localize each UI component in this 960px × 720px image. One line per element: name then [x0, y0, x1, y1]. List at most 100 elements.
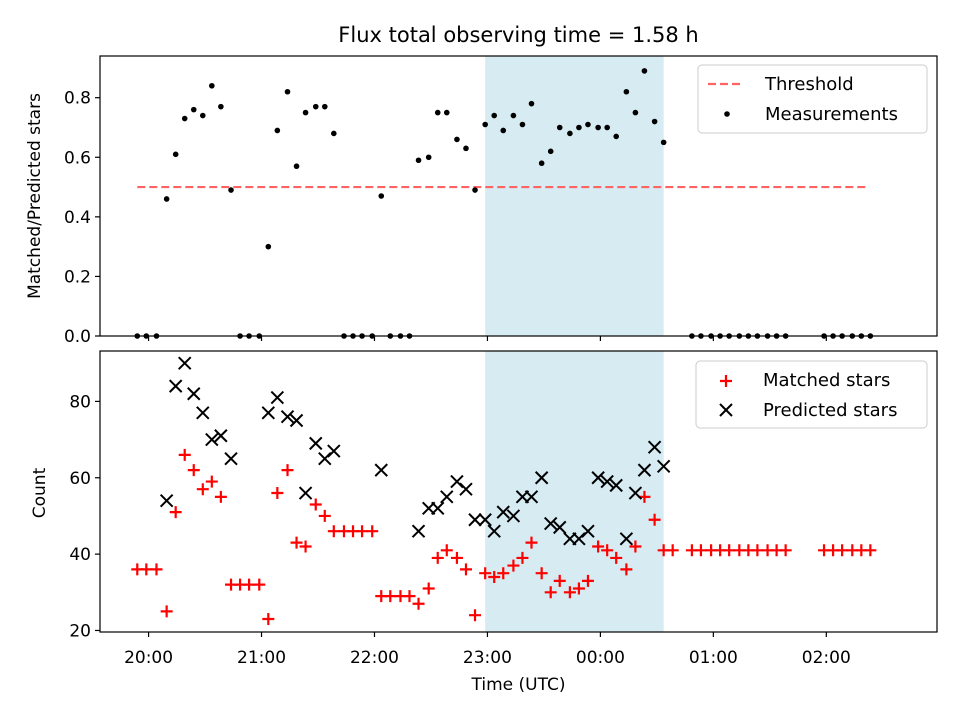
x-tick-label: 21:00 [237, 648, 286, 668]
matched-star-marker [178, 448, 191, 461]
top-axes-frame [99, 55, 938, 337]
matched-star-marker [281, 464, 294, 477]
predicted-star-marker [524, 490, 539, 504]
matched-star-marker [271, 487, 284, 500]
predicted-star-marker [298, 486, 313, 500]
measurement-point [519, 121, 526, 128]
predicted-star-marker [187, 387, 201, 401]
matched-star-marker [187, 464, 200, 477]
matched-star-marker [694, 544, 707, 557]
predicted-star-marker [647, 440, 662, 454]
matched-star-marker [544, 586, 557, 599]
top-y-tick-label: 0.6 [64, 148, 91, 168]
predicted-star-marker [280, 409, 295, 424]
bottom-x-ticks: 20:00 21:00 22:00 23:00 00:00 01:00 02:00 [124, 632, 851, 668]
predicted-star-marker [619, 532, 634, 546]
measurements-legend-label: Measurements [765, 104, 898, 125]
measurement-point [482, 121, 488, 128]
predicted-star-marker [543, 516, 558, 531]
predicted-star-marker [496, 505, 510, 519]
measurement-point [547, 148, 554, 155]
matched-star-marker [666, 544, 679, 557]
matched-star-marker [479, 567, 492, 580]
bottom-legend: Matched stars Predicted stars [695, 360, 928, 429]
bottom-y-ticks: 20 40 60 80 [69, 392, 100, 641]
matched-star-marker [150, 563, 163, 576]
matched-star-marker [553, 574, 566, 587]
matched-star-marker [243, 578, 256, 591]
matched-star-marker [403, 590, 416, 603]
chart-title: Flux total observing time = 1.58 h [338, 23, 698, 47]
measurement-point [500, 127, 507, 134]
top-y-ticks: 0.0 0.2 0.4 0.6 0.8 [64, 89, 100, 347]
matched-star-marker [318, 509, 331, 522]
matched-star-marker [459, 563, 472, 576]
bottom-legend-box [695, 360, 928, 429]
measurement-point [181, 115, 188, 122]
matched-star-marker [535, 567, 548, 580]
matched-star-marker [610, 551, 623, 564]
predicted-star-marker [159, 493, 174, 508]
bottom-y-tick-label: 20 [69, 621, 91, 641]
top-plot-area: 0.0 0.2 0.4 0.6 0.8 Threshold Measurements [64, 55, 938, 347]
matched-star-marker [592, 540, 605, 553]
predicted-star-marker [168, 379, 183, 393]
measurement-point [538, 160, 545, 167]
measurement-point [209, 82, 215, 89]
measurement-point [641, 68, 648, 74]
matched-star-marker [356, 525, 369, 538]
top-legend: Threshold Measurements [697, 64, 928, 134]
measurement-point [284, 88, 291, 95]
predicted-star-marker [289, 413, 304, 428]
measurement-point [434, 109, 441, 116]
matched-star-marker [572, 582, 585, 595]
predicted-star-marker [178, 356, 192, 370]
x-tick-label: 22:00 [350, 648, 399, 668]
predicted-star-marker [656, 459, 671, 474]
matched-star-marker [497, 567, 510, 580]
matched-star-marker [563, 586, 576, 599]
measurement-point [567, 130, 573, 137]
predicted-star-marker [487, 524, 501, 538]
measurement-point [172, 151, 179, 158]
bottom-axes-frame [99, 350, 938, 633]
predicted-star-marker [309, 436, 323, 451]
matched-star-marker [601, 544, 614, 557]
top-y-tick-label: 0.8 [64, 89, 91, 109]
predicted-star-marker [637, 463, 652, 477]
measurement-point [585, 121, 591, 128]
predicted-star-marker [628, 486, 643, 500]
predicted-star-marker [534, 471, 549, 485]
x-tick-label: 23:00 [463, 648, 512, 668]
predicted-star-marker [591, 471, 605, 485]
predicted-stars-points [159, 356, 671, 546]
measurement-point [265, 243, 272, 250]
matched-star-marker [864, 544, 877, 557]
matched-star-marker [440, 544, 453, 557]
top-y-axis-label: Matched/Predicted stars [25, 93, 45, 299]
measurement-point [274, 127, 281, 134]
measurements-legend-swatch [724, 111, 730, 117]
measurement-point [302, 109, 309, 116]
matched-star-marker [723, 544, 736, 557]
matched-star-marker [140, 563, 153, 576]
predicted-star-marker [459, 482, 473, 496]
predicted-star-marker [411, 524, 426, 538]
measurement-point [623, 88, 630, 95]
matched-star-marker [469, 609, 482, 622]
matched-star-marker [299, 540, 312, 553]
matched-star-marker [648, 513, 661, 526]
matched-star-marker [779, 544, 792, 557]
measurement-point [510, 112, 517, 119]
matched-star-marker [327, 525, 340, 538]
bottom-y-tick-label: 80 [69, 392, 91, 412]
predicted-star-marker [196, 406, 210, 420]
x-tick-label: 20:00 [124, 648, 173, 668]
measurement-point [415, 157, 422, 164]
matched-star-marker [196, 483, 209, 496]
matched-star-marker [309, 498, 322, 511]
matched-star-marker [160, 605, 173, 618]
measurement-point [425, 154, 432, 161]
predicted-star-marker [609, 478, 623, 493]
matched-star-marker [450, 551, 463, 564]
